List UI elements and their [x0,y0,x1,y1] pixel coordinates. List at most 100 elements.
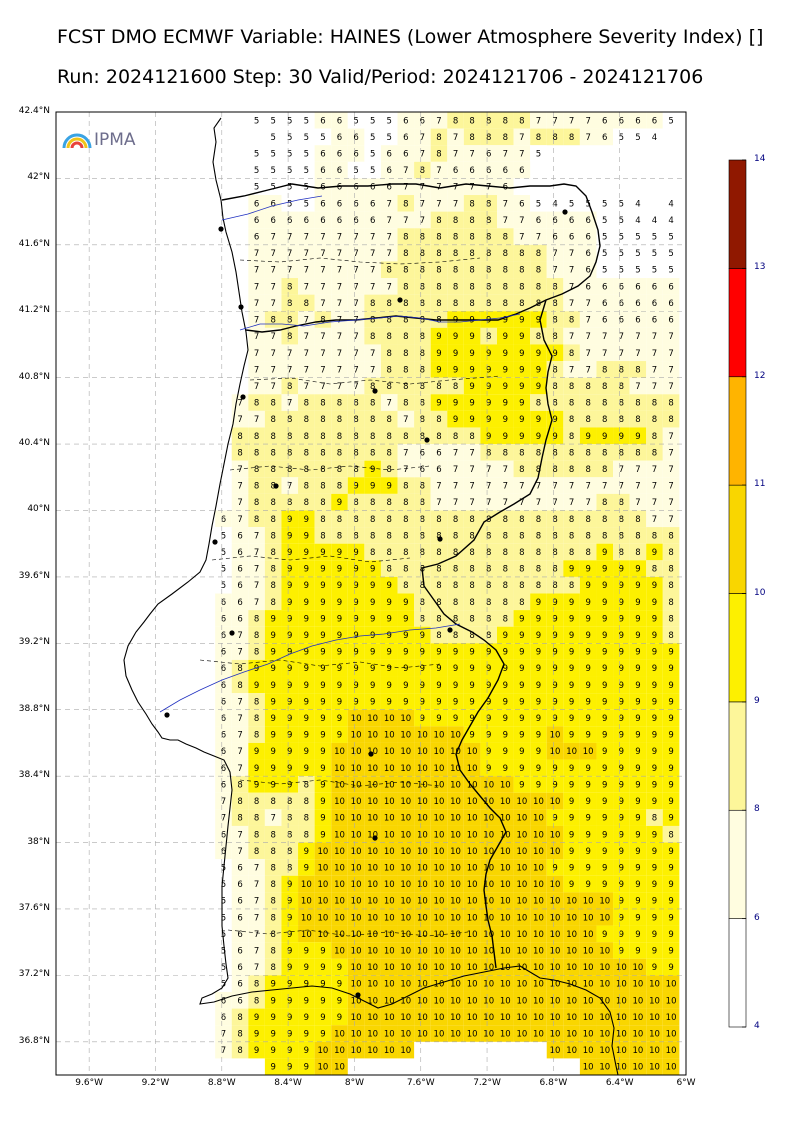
haines-value-label: 9 [320,697,325,707]
haines-cell [579,709,597,727]
haines-value-label: 7 [436,482,441,492]
haines-value-label: 7 [337,233,342,243]
haines-cell [231,560,249,577]
haines-cell [646,377,663,395]
haines-value-label: 8 [337,465,342,475]
haines-value-label: 10 [599,913,610,923]
haines-value-label: 10 [666,1046,677,1056]
haines-value-label: 10 [566,963,577,973]
haines-value-label: 10 [434,913,445,923]
haines-value-label: 8 [436,432,441,442]
haines-value-label: 6 [221,780,226,790]
haines-cell [248,427,265,445]
haines-value-label: 10 [599,1029,610,1039]
haines-cell [579,410,597,428]
haines-cell [298,244,315,262]
haines-cell [364,676,381,694]
haines-value-label: 7 [320,266,325,276]
haines-value-label: 7 [420,183,425,193]
haines-cell [480,128,497,146]
haines-value-label: 9 [370,465,375,475]
haines-cell [447,493,464,511]
haines-value-label: 9 [353,648,358,658]
city-marker [164,712,170,718]
haines-cell [298,709,315,727]
haines-value-label: 8 [436,565,441,575]
haines-value-label: 8 [469,266,474,276]
haines-value-label: 9 [668,697,673,707]
haines-value-label: 9 [552,714,557,724]
haines-cell [347,477,365,494]
haines-value-label: 9 [619,780,624,790]
haines-cell [248,527,265,544]
haines-cell [397,211,415,229]
haines-cell [613,659,630,677]
haines-value-label: 10 [301,880,312,890]
haines-value-label: 7 [237,697,242,707]
haines-cell [397,145,415,162]
haines-value-label: 9 [503,764,508,774]
haines-value-label: 9 [486,747,491,757]
haines-value-label: 8 [486,448,491,458]
haines-cell [662,560,680,577]
haines-cell [546,460,564,478]
haines-cell [646,294,663,312]
haines-value-label: 9 [254,1046,259,1056]
haines-cell [596,776,614,793]
haines-value-label: 7 [254,531,259,541]
haines-value-label: 9 [635,814,640,824]
haines-cell [447,543,464,561]
haines-cell [447,444,464,461]
haines-cell [430,659,448,677]
haines-value-label: 10 [516,1013,527,1023]
haines-cell [513,759,531,777]
haines-cell [563,593,580,611]
haines-value-label: 7 [270,365,275,375]
haines-cell [530,361,547,378]
haines-value-label: 8 [486,598,491,608]
haines-cell [463,178,481,196]
haines-value-label: 9 [304,1029,309,1039]
haines-value-label: 9 [668,681,673,691]
haines-cell [662,410,680,428]
haines-cell [480,593,497,611]
haines-value-label: 7 [585,316,590,326]
haines-value-label: 8 [270,432,275,442]
haines-cell [646,228,663,245]
haines-cell [364,693,381,710]
haines-value-label: 9 [387,614,392,624]
haines-cell [414,676,431,694]
haines-value-label: 6 [237,531,242,541]
haines-value-label: 8 [403,581,408,591]
haines-cell [397,626,415,644]
haines-value-label: 9 [287,598,292,608]
haines-value-label: 7 [585,498,590,508]
haines-cell [231,726,249,743]
haines-value-label: 9 [287,747,292,757]
haines-value-label: 7 [254,299,259,309]
haines-cell [380,327,398,345]
haines-value-label: 6 [221,664,226,674]
haines-cell [331,709,348,727]
haines-value-label: 5 [287,199,292,209]
haines-cell [563,626,580,644]
haines-value-label: 9 [668,963,673,973]
haines-cell [530,610,547,627]
haines-value-label: 8 [420,432,425,442]
haines-value-label: 9 [619,598,624,608]
haines-value-label: 5 [387,133,392,143]
haines-value-label: 7 [387,233,392,243]
haines-cell [563,610,580,627]
haines-cell [314,576,332,594]
haines-value-label: 7 [652,498,657,508]
haines-cell [613,610,630,627]
haines-cell [364,195,381,212]
haines-value-label: 10 [500,1029,511,1039]
haines-cell [513,228,531,245]
haines-cell [414,444,431,461]
haines-cell [563,709,580,727]
haines-cell [397,112,415,129]
haines-value-label: 7 [270,382,275,392]
haines-cell [546,377,564,395]
haines-value-label: 8 [436,216,441,226]
